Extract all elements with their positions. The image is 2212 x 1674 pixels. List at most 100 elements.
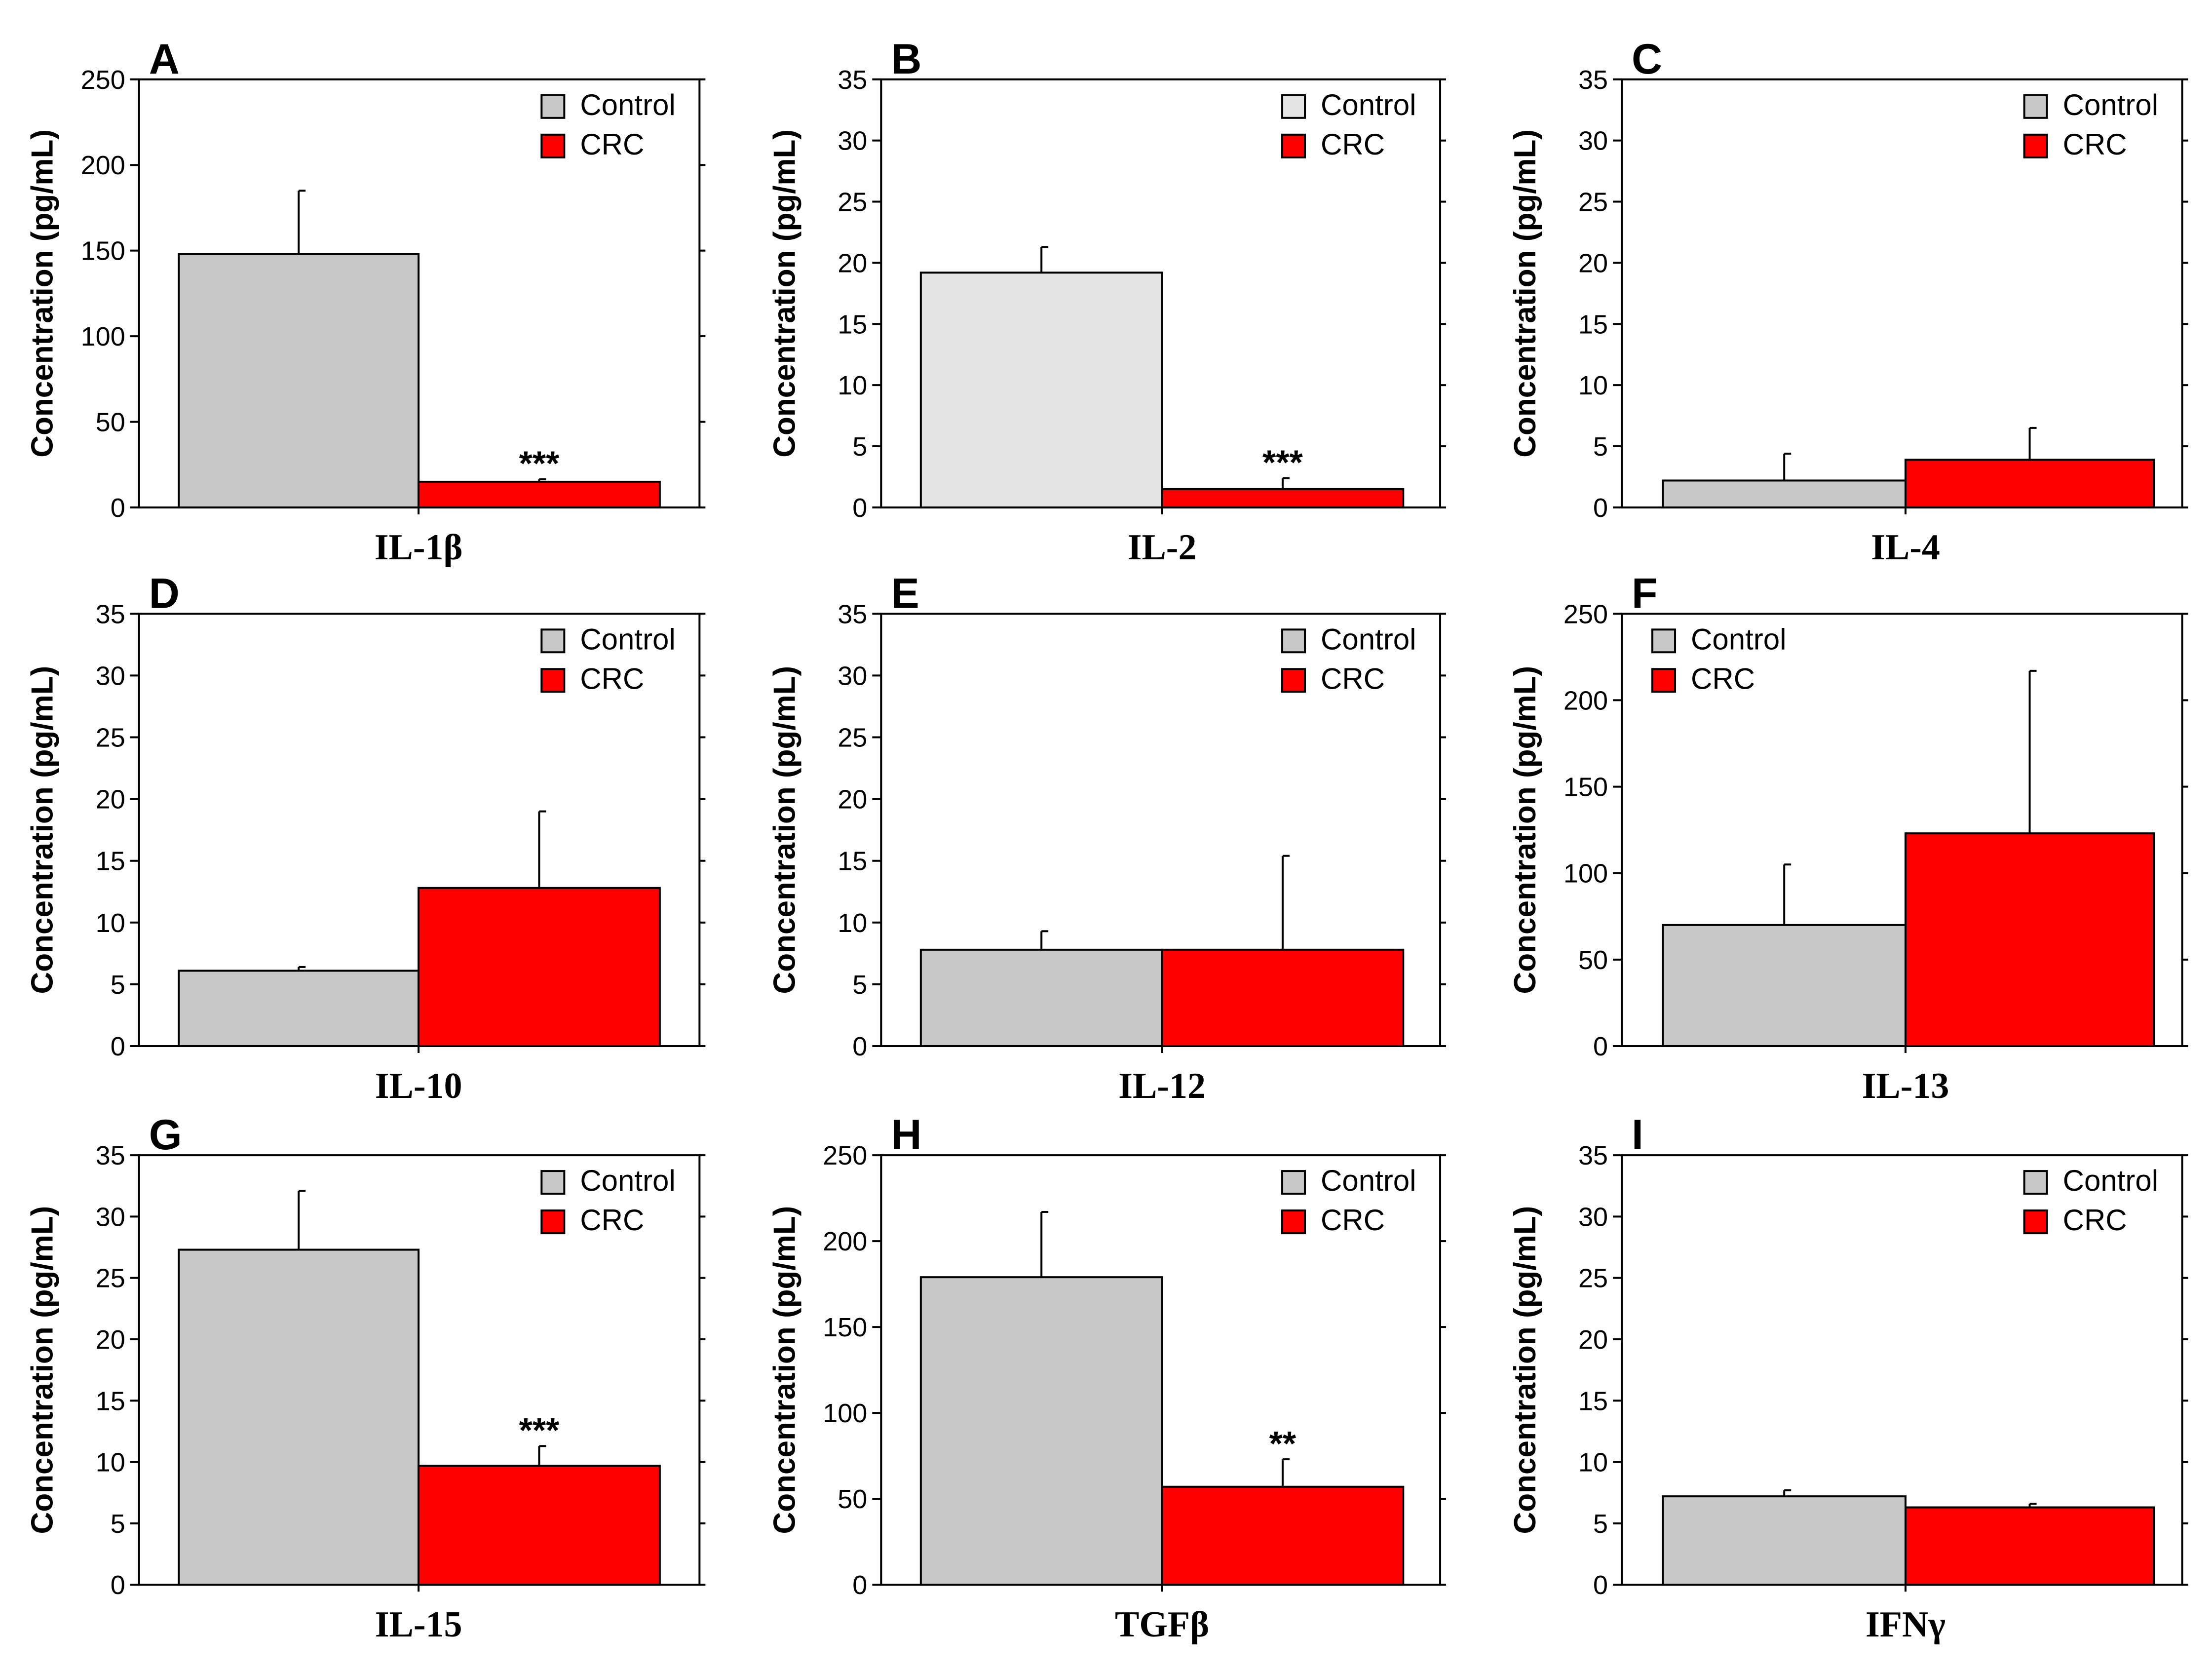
bar-control — [919, 272, 1163, 508]
y-tick-label: 0 — [1593, 493, 1608, 523]
legend-swatch-crc — [2023, 133, 2048, 158]
y-tick-label: 25 — [838, 723, 867, 752]
y-tick-label: 10 — [1578, 371, 1608, 400]
y-tick-label: 0 — [852, 1032, 867, 1061]
y-axis-label: Concentration (pg/mL) — [1508, 666, 1542, 994]
y-tick-label: 5 — [1593, 1509, 1608, 1539]
y-tick-label: 30 — [838, 661, 867, 691]
y-tick-label: 10 — [1578, 1448, 1608, 1478]
y-tick-label: 100 — [1564, 859, 1608, 889]
x-axis-label: IL-13 — [1862, 1066, 1949, 1106]
y-tick-label: 30 — [1578, 1202, 1608, 1232]
x-axis-label: IL-4 — [1871, 527, 1940, 568]
bar-crc — [1905, 1506, 2155, 1586]
y-tick-label: 15 — [1578, 1386, 1608, 1416]
y-tick-label: 150 — [1564, 773, 1608, 802]
y-tick-label: 30 — [96, 1202, 125, 1232]
panel-b: 0 5 10 15 20 25 30 35 *** Concentration (pg/mL) IL… — [767, 36, 1447, 568]
bar-control — [1662, 479, 1907, 508]
legend-label-control: Control — [1321, 88, 1416, 121]
x-axis-label: IL-10 — [375, 1066, 462, 1106]
panel-a: 0 50 100 150 200 250 *** Concentration (pg/mL) I… — [26, 36, 706, 568]
y-tick-label: 15 — [96, 847, 125, 876]
y-tick-label: 15 — [96, 1386, 125, 1416]
y-tick-label: 30 — [838, 126, 867, 156]
y-tick-label: 35 — [1578, 1141, 1608, 1170]
y-tick-label: 0 — [852, 1570, 867, 1600]
significance-marker: *** — [1262, 443, 1303, 481]
y-tick-label: 250 — [823, 1141, 867, 1170]
y-tick-label: 25 — [96, 723, 125, 752]
y-tick-label: 10 — [96, 1448, 125, 1478]
y-tick-label: 35 — [838, 599, 867, 629]
y-tick-label: 5 — [111, 970, 125, 1000]
y-tick-label: 100 — [823, 1399, 867, 1428]
y-axis-label: Concentration (pg/mL) — [767, 129, 801, 458]
bar-control — [178, 970, 420, 1048]
y-tick-label: 5 — [852, 970, 867, 1000]
x-axis-label: IL-12 — [1118, 1066, 1206, 1106]
bar-control — [919, 948, 1163, 1048]
panel-c: 0 5 10 15 20 25 30 35 Concentration (pg/mL) IL-4 C… — [1508, 36, 2188, 568]
y-tick-label: 5 — [111, 1509, 125, 1539]
y-tick-label: 35 — [1578, 65, 1608, 95]
panel-h: 0 50 100 150 200 250 ** Concentration (pg/mL) TG… — [767, 1111, 1447, 1645]
legend-label-control: Control — [2063, 1164, 2158, 1197]
panel-letter: D — [149, 570, 180, 617]
y-tick-label: 0 — [852, 493, 867, 523]
y-axis-label: Concentration (pg/mL) — [767, 666, 801, 994]
bar-control — [178, 1248, 420, 1586]
panel-letter: H — [891, 1111, 921, 1159]
y-tick-label: 25 — [838, 188, 867, 217]
legend-label-crc: CRC — [580, 1204, 644, 1237]
bar-control — [919, 1276, 1163, 1586]
legend-label-crc: CRC — [2063, 1204, 2127, 1237]
panel-g: 0 5 10 15 20 25 30 35 *** Concentration (pg/mL) IL… — [26, 1111, 706, 1645]
legend-swatch-control — [1281, 628, 1306, 654]
y-tick-label: 250 — [81, 65, 125, 95]
legend-swatch-control — [1281, 94, 1306, 119]
legend-swatch-control — [2023, 94, 2048, 119]
legend-label-control: Control — [2063, 88, 2158, 121]
legend-swatch-crc — [540, 668, 566, 693]
y-axis-label: Concentration (pg/mL) — [767, 1206, 801, 1534]
bar-crc — [1905, 832, 2155, 1048]
legend-label-control: Control — [580, 1164, 675, 1197]
y-tick-label: 0 — [1593, 1570, 1608, 1600]
legend-label-crc: CRC — [1321, 128, 1385, 161]
bar-crc — [1161, 1485, 1405, 1586]
bar-crc — [1161, 488, 1405, 508]
panel-letter: I — [1632, 1111, 1643, 1159]
y-tick-label: 20 — [1578, 248, 1608, 278]
y-tick-label: 35 — [96, 1141, 125, 1170]
y-tick-label: 5 — [852, 432, 867, 462]
panel-letter: B — [891, 36, 921, 83]
panel-letter: E — [891, 570, 919, 617]
panel-f: 0 50 100 150 200 250 Concentration (pg/mL) IL-1… — [1508, 570, 2188, 1106]
y-tick-label: 200 — [81, 151, 125, 180]
y-tick-label: 30 — [96, 661, 125, 691]
significance-marker: *** — [519, 444, 560, 483]
y-tick-label: 0 — [1593, 1032, 1608, 1061]
y-tick-label: 15 — [1578, 310, 1608, 339]
significance-marker: ** — [1269, 1424, 1297, 1463]
bar-crc — [418, 887, 661, 1048]
panel-letter: C — [1632, 36, 1662, 83]
y-tick-label: 150 — [81, 236, 125, 266]
significance-marker: *** — [519, 1411, 560, 1449]
y-tick-label: 30 — [1578, 126, 1608, 156]
legend-swatch-crc — [2023, 1209, 2048, 1235]
legend-label-control: Control — [1321, 623, 1416, 656]
y-tick-label: 25 — [1578, 188, 1608, 217]
legend-swatch-control — [540, 94, 566, 119]
y-tick-label: 15 — [838, 847, 867, 876]
y-tick-label: 0 — [111, 1032, 125, 1061]
y-tick-label: 150 — [823, 1313, 867, 1342]
y-tick-label: 100 — [81, 322, 125, 351]
panel-letter: A — [149, 36, 180, 83]
y-tick-label: 10 — [838, 371, 867, 400]
legend-swatch-control — [540, 1170, 566, 1195]
legend-swatch-crc — [1281, 133, 1306, 158]
y-tick-label: 20 — [1578, 1325, 1608, 1355]
y-tick-label: 0 — [111, 493, 125, 523]
